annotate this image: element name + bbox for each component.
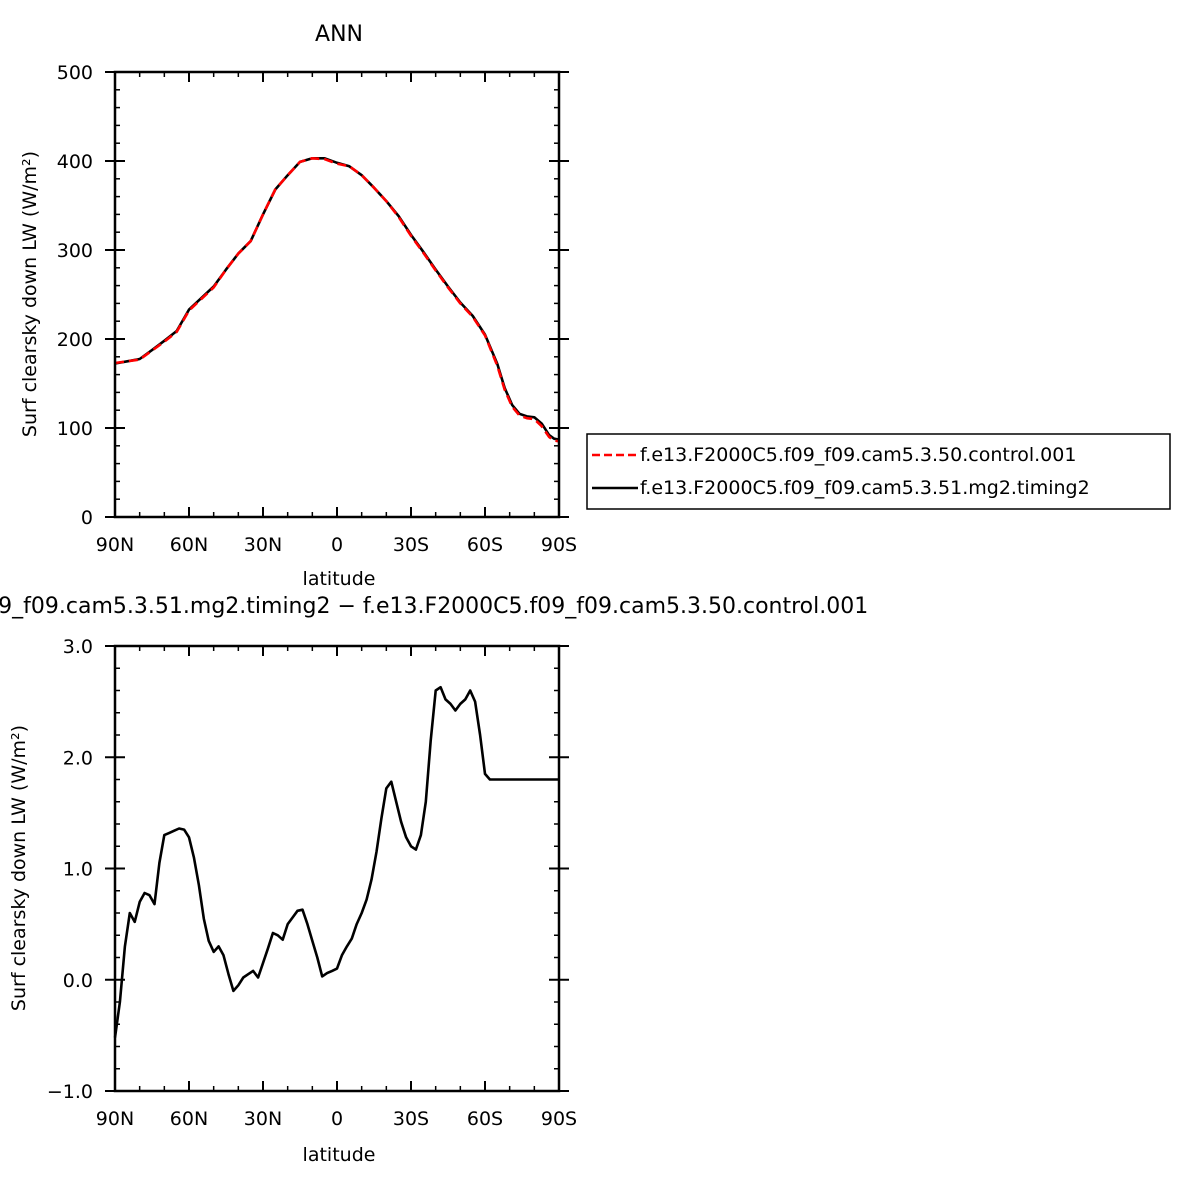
y-axis-label: Surf clearsky down LW (W/m²) bbox=[8, 725, 30, 1011]
y-tick-label: 2.0 bbox=[63, 747, 93, 769]
difference-title: f.e13.F2000C5.f09_f09.cam5.3.51.mg2.timi… bbox=[0, 594, 868, 619]
x-tick-label: 0 bbox=[331, 1108, 343, 1130]
y-tick-label: 3.0 bbox=[63, 636, 93, 658]
x-tick-label: 0 bbox=[331, 534, 343, 556]
series-line bbox=[113, 685, 559, 1038]
y-tick-label: 400 bbox=[57, 151, 93, 173]
x-tick-label: 90N bbox=[96, 534, 134, 556]
y-tick-label: 300 bbox=[57, 240, 93, 262]
x-tick-label: 30N bbox=[244, 534, 282, 556]
plot-frame bbox=[113, 644, 561, 1093]
y-tick-label: 200 bbox=[57, 329, 93, 351]
tick-labels: 90N 60N 30N 0 30S 60S 90S 0 100 200 300 400 500 bbox=[57, 62, 577, 556]
x-tick-label: 90N bbox=[96, 1108, 134, 1130]
series-lines bbox=[114, 157, 560, 443]
x-tick-label: 30N bbox=[244, 1108, 282, 1130]
x-tick-label: 30S bbox=[393, 534, 429, 556]
legend-label-timing2: f.e13.F2000C5.f09_f09.cam5.3.51.mg2.timi… bbox=[640, 477, 1090, 499]
x-axis-label: latitude bbox=[303, 1144, 376, 1166]
series-lines bbox=[113, 685, 559, 1038]
panel-top: ANN 90N 60N 30N 0 30S 60S 90S0100200300400500 … bbox=[19, 22, 1171, 590]
chart-title: ANN bbox=[315, 22, 363, 47]
x-tick-label: 60N bbox=[170, 534, 208, 556]
series-line bbox=[114, 157, 560, 441]
y-tick-label: 0 bbox=[81, 507, 93, 529]
series-line bbox=[114, 157, 560, 443]
tick-marks bbox=[105, 71, 569, 518]
tick-marks bbox=[105, 645, 569, 1092]
y-tick-label: −1.0 bbox=[47, 1081, 93, 1103]
legend-label-control: f.e13.F2000C5.f09_f09.cam5.3.50.control.… bbox=[640, 444, 1076, 466]
x-tick-label: 60S bbox=[467, 534, 503, 556]
legend-box bbox=[586, 433, 1171, 510]
tick-labels: 90N 60N 30N 0 30S 60S 90S −1.0 0.0 1.0 2.0 3.0 bbox=[47, 636, 577, 1130]
x-tick-label: 60S bbox=[467, 1108, 503, 1130]
y-tick-label: 100 bbox=[57, 418, 93, 440]
y-tick-label: 500 bbox=[57, 62, 93, 84]
y-tick-label: 1.0 bbox=[63, 859, 93, 881]
y-tick-label: 0.0 bbox=[63, 970, 93, 992]
x-tick-label: 60N bbox=[170, 1108, 208, 1130]
panel-bottom: f.e13.F2000C5.f09_f09.cam5.3.51.mg2.timi… bbox=[0, 594, 868, 1166]
x-tick-label: 30S bbox=[393, 1108, 429, 1130]
legend: f.e13.F2000C5.f09_f09.cam5.3.50.control.… bbox=[586, 433, 1171, 510]
x-tick-label: 90S bbox=[541, 534, 577, 556]
plot-frame bbox=[113, 70, 561, 519]
x-tick-label: 90S bbox=[541, 1108, 577, 1130]
y-axis-label: Surf clearsky down LW (W/m²) bbox=[19, 151, 41, 437]
x-axis-label: latitude bbox=[303, 568, 376, 590]
